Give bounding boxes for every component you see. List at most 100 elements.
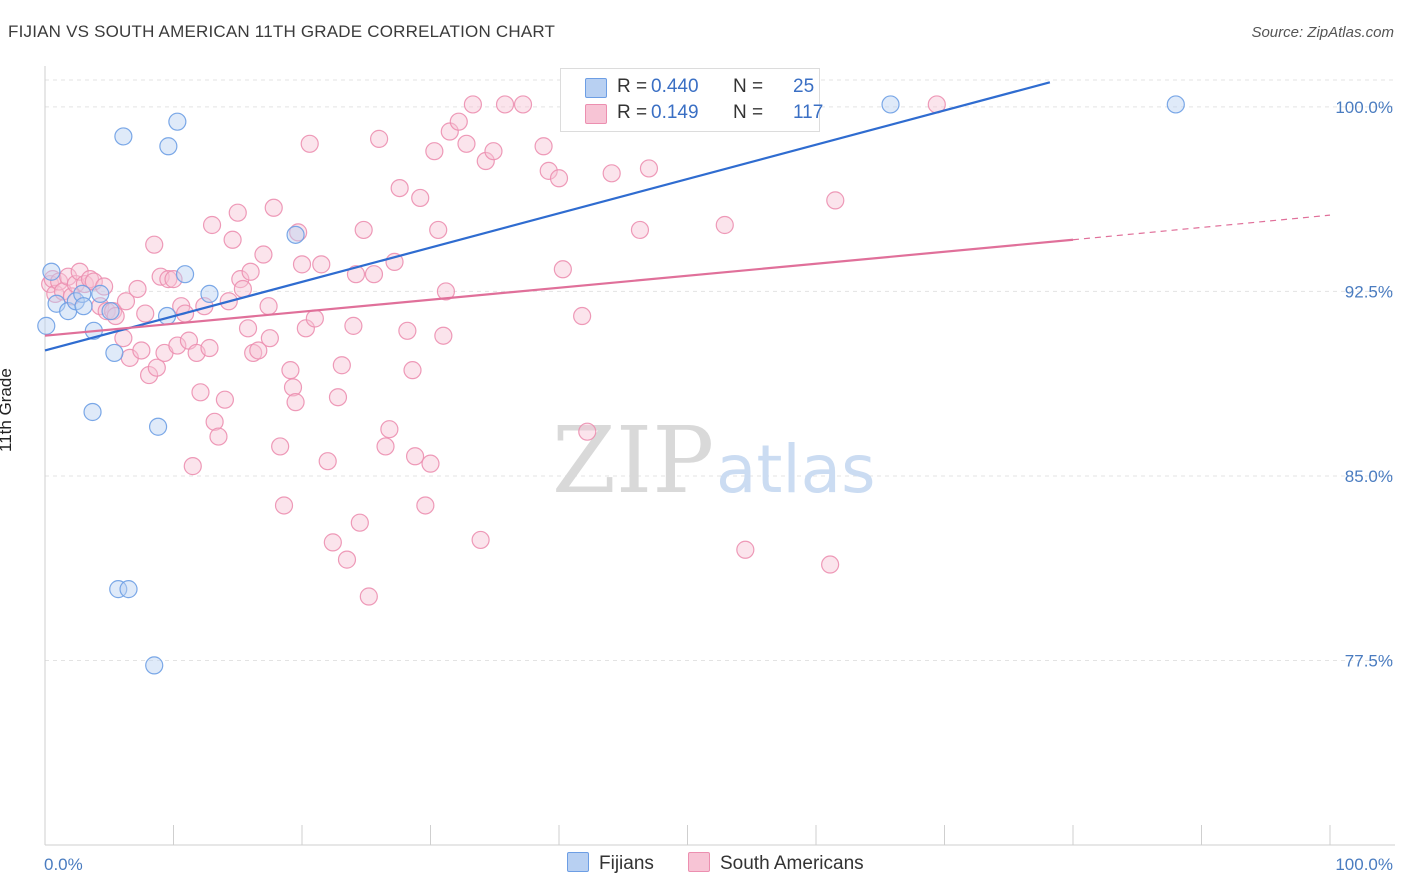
south-americans-n-label: N =	[733, 102, 764, 123]
fijian-point	[119, 580, 138, 599]
south-american-point	[183, 457, 202, 476]
south-american-point	[260, 329, 279, 348]
south-american-point	[106, 306, 125, 326]
south-american-point	[233, 279, 252, 299]
south-american-point	[337, 550, 357, 569]
chart-source: Source: ZipAtlas.com	[1251, 24, 1394, 41]
south-american-point	[191, 383, 210, 402]
south-american-point	[159, 270, 178, 289]
south-american-point	[147, 358, 166, 377]
fijian-point	[42, 262, 61, 281]
south-american-point	[228, 203, 247, 222]
south-american-point	[416, 496, 435, 515]
axes	[44, 66, 1395, 846]
south-american-point	[364, 265, 384, 284]
fijian-point	[1166, 95, 1185, 114]
fijians-r-value: 0.440	[651, 76, 699, 97]
fijian-point	[83, 402, 102, 422]
fijians-swatch	[585, 78, 607, 98]
fijians-r-label: R =	[617, 76, 648, 97]
south-americans-n-value: 117	[793, 102, 824, 123]
fijian-point	[101, 302, 120, 321]
south-american-point	[318, 452, 337, 471]
fijians-n-label: N =	[733, 76, 764, 97]
south-american-point	[602, 164, 621, 183]
south-american-point	[553, 260, 572, 279]
south-american-point	[300, 134, 319, 153]
south-american-point	[411, 188, 430, 208]
south-american-point	[639, 159, 659, 178]
fijian-point	[159, 137, 178, 156]
south-american-point	[281, 361, 300, 380]
y-tick-label: 85.0%	[1345, 467, 1393, 486]
south-american-point	[346, 265, 366, 284]
south-american-point	[274, 496, 294, 515]
x-tick-label: 0.0%	[44, 855, 83, 874]
south-american-point	[332, 356, 351, 375]
south-american-point	[573, 306, 592, 326]
south-american-point	[271, 437, 290, 456]
fijian-point	[91, 284, 110, 303]
south-american-point	[390, 178, 409, 198]
fijian-point	[145, 656, 164, 675]
south-american-point	[223, 230, 242, 249]
south-american-point	[539, 161, 558, 180]
south-american-point	[238, 319, 258, 338]
south-american-point	[305, 309, 324, 328]
south-american-point	[471, 530, 490, 550]
south-american-point	[128, 279, 147, 299]
south-american-point	[429, 220, 448, 240]
south-american-point	[449, 112, 468, 131]
south-american-point	[495, 95, 515, 114]
tick-labels: 77.5% 85.0% 92.5% 100.0% 0.0% 100.0%	[44, 98, 1393, 874]
south-americans-legend-label: South Americans	[720, 853, 864, 874]
south-american-point	[376, 437, 395, 456]
fijian-point	[74, 297, 93, 316]
south-americans-legend-swatch	[688, 852, 710, 872]
south-american-point	[380, 420, 399, 439]
south-american-point	[549, 169, 569, 188]
south-american-point	[200, 338, 219, 358]
south-american-point	[136, 304, 155, 323]
fijian-point	[168, 112, 187, 131]
south-americans-r-value: 0.149	[651, 102, 699, 123]
fijian-point	[175, 265, 195, 284]
south-american-point	[425, 142, 444, 161]
south-american-point	[215, 390, 234, 409]
south-american-point	[139, 365, 159, 385]
south-american-point	[405, 447, 425, 466]
legend-item-fijians[interactable]: Fijians	[567, 852, 654, 875]
legend-item-south-americans[interactable]: South Americans	[688, 852, 864, 875]
x-tick-label: 100.0%	[1335, 855, 1393, 874]
south-american-point	[168, 336, 187, 355]
fijian-point	[148, 417, 168, 436]
gridlines	[45, 79, 1395, 661]
south-american-point	[736, 540, 755, 559]
south-american-point	[434, 326, 453, 345]
south-american-point	[59, 267, 78, 286]
south-american-point	[826, 191, 845, 210]
south-american-point	[403, 361, 422, 380]
chart-title: FIJIAN VS SOUTH AMERICAN 11TH GRADE CORR…	[8, 22, 556, 41]
fijian-point	[109, 580, 128, 599]
south-americans-r-label: R =	[617, 102, 648, 123]
south-american-point	[289, 223, 308, 242]
south-american-point	[350, 513, 369, 532]
south-american-point	[323, 533, 342, 552]
south-american-point	[370, 129, 389, 148]
south-american-point	[286, 393, 305, 412]
south-american-point	[457, 134, 476, 153]
south-american-point	[209, 427, 228, 446]
south-american-point	[132, 341, 151, 360]
south-american-point	[344, 316, 363, 335]
fijian-point	[105, 343, 124, 363]
south-american-point	[476, 151, 495, 171]
fijian-point	[200, 284, 219, 303]
south-americans-trend-extension	[1072, 214, 1331, 241]
south-american-point	[821, 555, 840, 574]
south-american-point	[283, 378, 303, 397]
south-american-point	[328, 388, 348, 407]
south-american-point	[398, 321, 417, 340]
south-american-point	[534, 137, 553, 156]
